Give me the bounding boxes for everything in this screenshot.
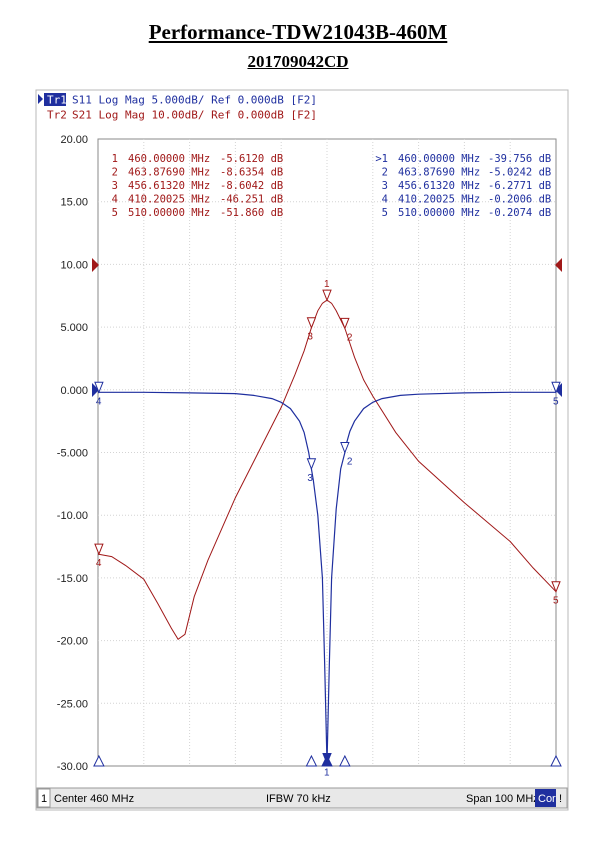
center-frequency[interactable]: Center 460 MHz bbox=[54, 793, 134, 805]
trace-marker-label: 3 bbox=[307, 332, 313, 343]
trace-marker-s11-2-icon bbox=[340, 442, 350, 454]
warning-indicator: ! bbox=[559, 793, 562, 805]
marker-number: 3 bbox=[112, 180, 118, 192]
grid bbox=[98, 139, 556, 766]
trace-marker-s11-3-icon bbox=[306, 458, 317, 471]
marker-frequency: 510.00000 MHz bbox=[398, 207, 480, 219]
channel-box bbox=[37, 788, 51, 808]
page-title: Performance-TDW21043B-460M bbox=[148, 20, 448, 44]
y-tick-label: -30.00 bbox=[57, 761, 88, 773]
marker-table-s21: 1 460.00000 MHz -5.6120 dB 2 463.87690 MHz -8… bbox=[112, 153, 284, 219]
active-trace-pointer-icon bbox=[38, 94, 43, 104]
s21-ref-left-icon bbox=[92, 258, 99, 272]
ifbw-setting[interactable]: IFBW 70 kHz bbox=[266, 793, 331, 805]
trace-marker-label: 4 bbox=[96, 396, 102, 407]
bottom-marker-icon bbox=[339, 754, 351, 767]
marker-value: -51.860 dB bbox=[220, 207, 283, 219]
marker-value: -46.251 dB bbox=[220, 194, 283, 206]
tr1-label[interactable]: Tr1 bbox=[47, 94, 67, 107]
trace-markers: 1 2 3 4 5 1 2 3 4 5 bbox=[94, 279, 561, 778]
trace-marker-s21-5-icon bbox=[551, 581, 561, 594]
trace-marker-s21-4-icon bbox=[94, 543, 104, 556]
trace-marker-s11-4-icon bbox=[94, 381, 104, 394]
y-tick-label: -5.000 bbox=[57, 448, 88, 460]
tr2-settings: S21 Log Mag 10.00dB/ Ref 0.000dB [F2] bbox=[72, 109, 317, 122]
marker-number: >1 bbox=[375, 153, 388, 165]
marker-number: 5 bbox=[382, 207, 388, 219]
page-subtitle: 201709042CD bbox=[247, 52, 349, 71]
marker-number: 2 bbox=[382, 167, 388, 179]
trace-marker-label: 2 bbox=[347, 457, 353, 468]
tr1-highlight bbox=[44, 93, 66, 106]
s11-ref-left-icon bbox=[92, 383, 99, 397]
y-tick-label: -15.00 bbox=[57, 573, 88, 585]
bottom-marker-icon bbox=[550, 754, 562, 767]
s11-ref-right-icon bbox=[555, 383, 562, 397]
marker-number: 2 bbox=[112, 167, 118, 179]
marker-number: 3 bbox=[382, 180, 388, 192]
cor-label[interactable]: Cor bbox=[538, 793, 556, 805]
trace-marker-s21-3-icon bbox=[306, 317, 317, 330]
trace-marker-label: 2 bbox=[347, 332, 353, 343]
trace-marker-label: 4 bbox=[96, 558, 102, 569]
marker-value: -39.756 dB bbox=[488, 153, 551, 165]
trace-marker-label: 5 bbox=[553, 596, 559, 607]
marker-frequency: 410.20025 MHz bbox=[398, 194, 480, 206]
y-tick-labels: 20.00 15.00 10.00 5.000 0.000 -5.000 -10.00 -15… bbox=[57, 134, 88, 773]
marker-value: -8.6042 dB bbox=[220, 180, 283, 192]
channel-number[interactable]: 1 bbox=[41, 793, 47, 805]
marker-frequency: 460.00000 MHz bbox=[398, 153, 480, 165]
y-tick-label: 15.00 bbox=[60, 197, 88, 209]
bottom-marker-icon bbox=[305, 754, 318, 767]
s21-ref-right-icon bbox=[555, 258, 562, 272]
status-bar-bg bbox=[36, 787, 568, 809]
marker-number: 4 bbox=[112, 194, 118, 206]
marker-frequency: 463.87690 MHz bbox=[128, 167, 210, 179]
marker-frequency: 510.00000 MHz bbox=[128, 207, 210, 219]
trace-marker-s21-2-icon bbox=[340, 317, 350, 330]
marker-number: 4 bbox=[382, 194, 388, 206]
marker-value: -0.2006 dB bbox=[488, 194, 551, 206]
bottom-marker-icon bbox=[321, 754, 333, 767]
cor-indicator bbox=[535, 789, 556, 807]
marker-frequency: 410.20025 MHz bbox=[128, 194, 210, 206]
y-tick-label: 20.00 bbox=[60, 134, 88, 146]
marker-value: -0.2074 dB bbox=[488, 207, 551, 219]
marker-frequency: 456.61320 MHz bbox=[398, 180, 480, 192]
marker-frequency: 460.00000 MHz bbox=[128, 153, 210, 165]
bottom-marker-icon bbox=[93, 754, 105, 767]
trace-marker-s11-5-icon bbox=[551, 381, 561, 394]
marker-value: -6.2771 dB bbox=[488, 180, 551, 192]
marker-value: -8.6354 dB bbox=[220, 167, 283, 179]
y-tick-label: -10.00 bbox=[57, 510, 88, 522]
marker-value: -5.0242 dB bbox=[488, 167, 551, 179]
y-tick-label: 0.000 bbox=[60, 385, 88, 397]
analyzer-display: Tr1 S11 Log Mag 5.000dB/ Ref 0.000dB [F2… bbox=[35, 89, 569, 811]
trace-marker-s21-1-icon bbox=[322, 289, 332, 302]
trace-marker-label: 1 bbox=[324, 279, 330, 290]
y-tick-label: -25.00 bbox=[57, 698, 88, 710]
marker-number: 5 bbox=[112, 207, 118, 219]
y-tick-label: 5.000 bbox=[60, 322, 88, 334]
status-bar: 1 Center 460 MHz IFBW 70 kHz Span 100 MH… bbox=[36, 787, 568, 809]
bottom-marker-row bbox=[93, 754, 562, 767]
tr1-settings: S11 Log Mag 5.000dB/ Ref 0.000dB [F2] bbox=[72, 94, 317, 107]
y-tick-label: -20.00 bbox=[57, 636, 88, 648]
trace-header: Tr1 S11 Log Mag 5.000dB/ Ref 0.000dB [F2… bbox=[38, 93, 317, 122]
marker-number: 1 bbox=[112, 153, 118, 165]
y-tick-label: 10.00 bbox=[60, 259, 88, 271]
marker-table-s11: >1 460.00000 MHz -39.756 dB2 463.87690 MHz -… bbox=[375, 153, 551, 219]
span-setting[interactable]: Span 100 MHz bbox=[466, 793, 539, 805]
trace-marker-label: 1 bbox=[324, 767, 330, 778]
trace-marker-label: 5 bbox=[553, 396, 559, 407]
tr2-label[interactable]: Tr2 bbox=[47, 109, 67, 122]
marker-frequency: 456.61320 MHz bbox=[128, 180, 210, 192]
marker-value: -5.6120 dB bbox=[220, 153, 283, 165]
marker-frequency: 463.87690 MHz bbox=[398, 167, 480, 179]
trace-marker-label: 3 bbox=[307, 473, 313, 484]
